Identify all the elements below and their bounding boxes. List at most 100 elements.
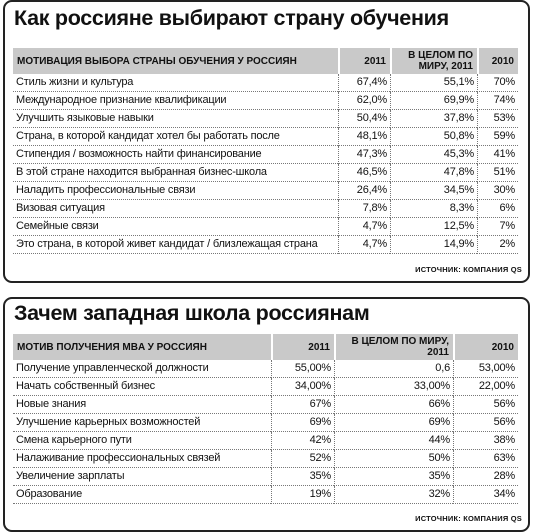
table-header-row: МОТИВ ПОЛУЧЕНИЯ MBA У РОССИЯН 2011 В ЦЕЛ… xyxy=(13,334,518,360)
cell-2010: 74% xyxy=(477,92,518,110)
country-choice-table: МОТИВАЦИЯ ВЫБОРА СТРАНЫ ОБУЧЕНИЯ У РОССИ… xyxy=(13,48,518,254)
row-label: Стиль жизни и культура xyxy=(13,74,338,92)
table-row: Образование 19% 32% 34% xyxy=(13,486,518,504)
header-world-2011: В ЦЕЛОМ ПО МИРУ, 2011 xyxy=(390,48,477,74)
table-row: Международное признание квалификации 62,0… xyxy=(13,92,518,110)
header-2010: 2010 xyxy=(453,334,518,360)
cell-world-2011: 44% xyxy=(334,432,453,450)
cell-2011: 47,3% xyxy=(338,146,390,164)
cell-world-2011: 8,3% xyxy=(390,200,477,218)
table-row: Страна, в которой кандидат хотел бы рабо… xyxy=(13,128,518,146)
cell-2010: 30% xyxy=(477,182,518,200)
cell-2010: 7% xyxy=(477,218,518,236)
cell-world-2011: 45,3% xyxy=(390,146,477,164)
cell-2011: 67,4% xyxy=(338,74,390,92)
row-label: Улучшение карьерных возможностей xyxy=(13,414,271,432)
cell-2010: 2% xyxy=(477,236,518,254)
row-label: Международное признание квалификации xyxy=(13,92,338,110)
cell-2011: 46,5% xyxy=(338,164,390,182)
cell-world-2011: 14,9% xyxy=(390,236,477,254)
table-row: Стипендия / возможность найти финансиров… xyxy=(13,146,518,164)
row-label: Образование xyxy=(13,486,271,504)
row-label: Наладить профессиональные связи xyxy=(13,182,338,200)
row-label: Визовая ситуация xyxy=(13,200,338,218)
cell-world-2011: 32% xyxy=(334,486,453,504)
cell-world-2011: 55,1% xyxy=(390,74,477,92)
table-row: Семейные связи 4,7% 12,5% 7% xyxy=(13,218,518,236)
header-motive: МОТИВ ПОЛУЧЕНИЯ MBA У РОССИЯН xyxy=(13,334,271,360)
cell-world-2011: 69% xyxy=(334,414,453,432)
table-section-country-choice: Как россияне выбирают страну обучения МО… xyxy=(3,0,530,283)
cell-2011: 69% xyxy=(271,414,334,432)
cell-world-2011: 66% xyxy=(334,396,453,414)
table-row: Налаживание профессиональных связей 52% 50… xyxy=(13,450,518,468)
section-frame xyxy=(3,0,530,283)
cell-2011: 4,7% xyxy=(338,218,390,236)
cell-2011: 35% xyxy=(271,468,334,486)
cell-2010: 53,00% xyxy=(453,360,518,378)
cell-2010: 22,00% xyxy=(453,378,518,396)
cell-2011: 48,1% xyxy=(338,128,390,146)
table-row: Новые знания 67% 66% 56% xyxy=(13,396,518,414)
cell-world-2011: 69,9% xyxy=(390,92,477,110)
row-label: Смена карьерного пути xyxy=(13,432,271,450)
row-label: Увеличение зарплаты xyxy=(13,468,271,486)
row-label: Улучшить языковые навыки xyxy=(13,110,338,128)
cell-world-2011: 33,00% xyxy=(334,378,453,396)
section-title: Как россияне выбирают страну обучения xyxy=(14,6,449,30)
table-header-row: МОТИВАЦИЯ ВЫБОРА СТРАНЫ ОБУЧЕНИЯ У РОССИ… xyxy=(13,48,518,74)
cell-world-2011: 35% xyxy=(334,468,453,486)
cell-world-2011: 50% xyxy=(334,450,453,468)
cell-2011: 55,00% xyxy=(271,360,334,378)
table-row: Получение управленческой должности 55,00%… xyxy=(13,360,518,378)
cell-world-2011: 0,6 xyxy=(334,360,453,378)
header-motive: МОТИВАЦИЯ ВЫБОРА СТРАНЫ ОБУЧЕНИЯ У РОССИ… xyxy=(13,48,338,74)
table-body: Получение управленческой должности 55,00%… xyxy=(13,360,518,504)
table-row: Улучшить языковые навыки 50,4% 37,8% 53% xyxy=(13,110,518,128)
table-row: Стиль жизни и культура 67,4% 55,1% 70% xyxy=(13,74,518,92)
header-2011: 2011 xyxy=(338,48,390,74)
table-row: Визовая ситуация 7,8% 8,3% 6% xyxy=(13,200,518,218)
table-row: Наладить профессиональные связи 26,4% 34,5… xyxy=(13,182,518,200)
row-label: Начать собственный бизнес xyxy=(13,378,271,396)
table-row: Это страна, в которой живет кандидат / б… xyxy=(13,236,518,254)
cell-2010: 41% xyxy=(477,146,518,164)
source-note: ИСТОЧНИК: КОМПАНИЯ QS xyxy=(415,514,522,523)
cell-2011: 19% xyxy=(271,486,334,504)
cell-2010: 34% xyxy=(453,486,518,504)
header-2010: 2010 xyxy=(477,48,518,74)
table-row: В этой стране находится выбранная бизнес… xyxy=(13,164,518,182)
cell-2010: 56% xyxy=(453,414,518,432)
cell-world-2011: 47,8% xyxy=(390,164,477,182)
row-label: Это страна, в которой живет кандидат / б… xyxy=(13,236,338,254)
cell-2011: 62,0% xyxy=(338,92,390,110)
table-row: Увеличение зарплаты 35% 35% 28% xyxy=(13,468,518,486)
cell-world-2011: 34,5% xyxy=(390,182,477,200)
cell-2010: 63% xyxy=(453,450,518,468)
header-world-2011: В ЦЕЛОМ ПО МИРУ, 2011 xyxy=(334,334,453,360)
cell-2011: 42% xyxy=(271,432,334,450)
cell-2010: 28% xyxy=(453,468,518,486)
source-note: ИСТОЧНИК: КОМПАНИЯ QS xyxy=(415,265,522,274)
row-label: Новые знания xyxy=(13,396,271,414)
cell-2010: 59% xyxy=(477,128,518,146)
row-label: Семейные связи xyxy=(13,218,338,236)
cell-world-2011: 50,8% xyxy=(390,128,477,146)
row-label: Страна, в которой кандидат хотел бы рабо… xyxy=(13,128,338,146)
cell-2010: 38% xyxy=(453,432,518,450)
row-label: Получение управленческой должности xyxy=(13,360,271,378)
cell-2011: 34,00% xyxy=(271,378,334,396)
cell-2011: 4,7% xyxy=(338,236,390,254)
cell-2011: 52% xyxy=(271,450,334,468)
mba-motives-table: МОТИВ ПОЛУЧЕНИЯ MBA У РОССИЯН 2011 В ЦЕЛ… xyxy=(13,334,518,504)
cell-2010: 51% xyxy=(477,164,518,182)
cell-2010: 70% xyxy=(477,74,518,92)
cell-world-2011: 12,5% xyxy=(390,218,477,236)
row-label: В этой стране находится выбранная бизнес… xyxy=(13,164,338,182)
header-2011: 2011 xyxy=(271,334,334,360)
cell-2011: 50,4% xyxy=(338,110,390,128)
table-body: Стиль жизни и культура 67,4% 55,1% 70% Между… xyxy=(13,74,518,254)
cell-2011: 7,8% xyxy=(338,200,390,218)
row-label: Налаживание профессиональных связей xyxy=(13,450,271,468)
cell-world-2011: 37,8% xyxy=(390,110,477,128)
